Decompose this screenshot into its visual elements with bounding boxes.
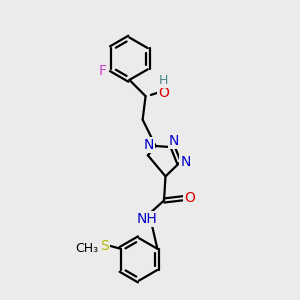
Text: N: N: [181, 155, 191, 169]
Text: NH: NH: [136, 212, 157, 226]
Text: N: N: [144, 138, 154, 152]
Text: O: O: [184, 191, 195, 205]
Text: H: H: [159, 74, 168, 87]
Text: CH₃: CH₃: [75, 242, 98, 255]
Text: N: N: [169, 134, 179, 148]
Text: F: F: [99, 64, 107, 78]
Text: O: O: [158, 85, 169, 100]
Text: S: S: [100, 239, 109, 253]
